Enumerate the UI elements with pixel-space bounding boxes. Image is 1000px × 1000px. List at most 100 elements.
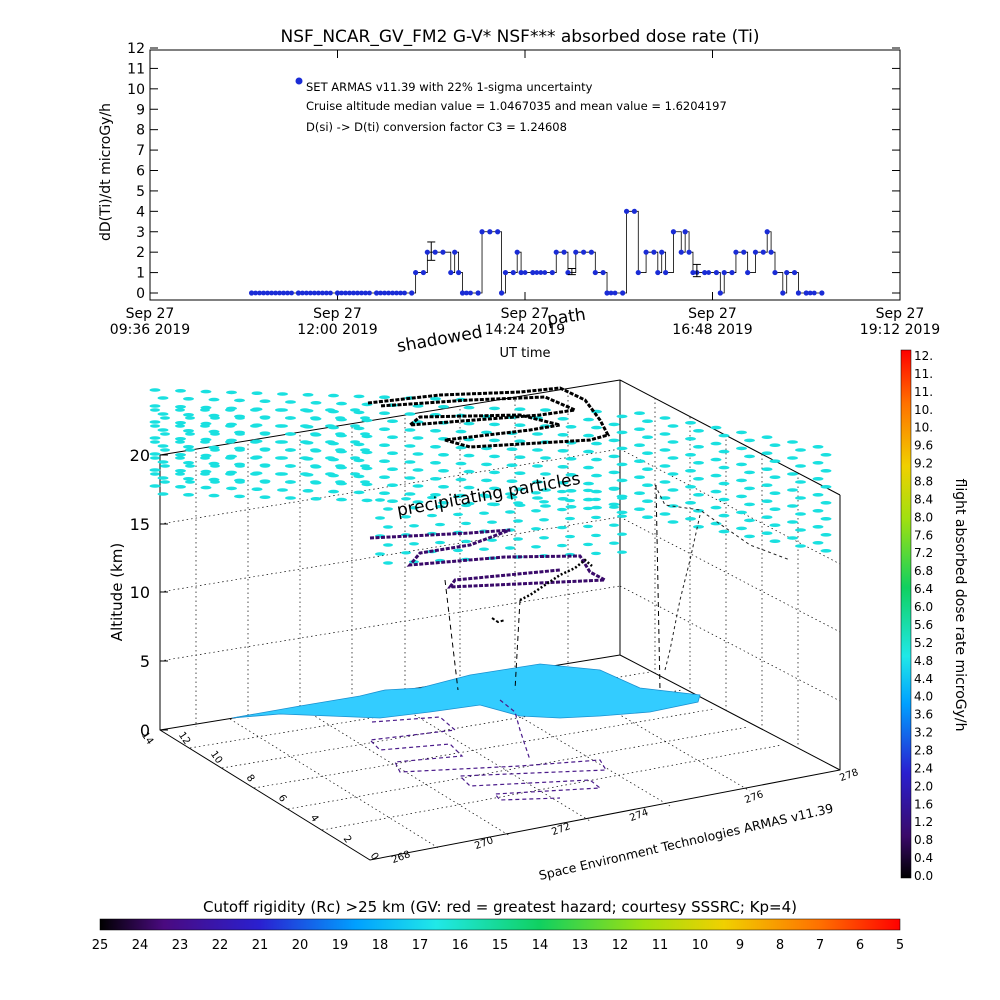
particle-dash <box>769 443 781 448</box>
data-point <box>612 290 618 296</box>
particle-dash <box>617 514 627 518</box>
particle-dash <box>404 460 416 464</box>
particle-dash <box>387 451 398 456</box>
particle-dash <box>404 444 416 448</box>
particle-dash <box>149 468 161 472</box>
particle-dash <box>744 534 755 539</box>
particle-dash <box>430 461 441 465</box>
particle-dash <box>744 486 755 491</box>
particle-dash <box>157 460 169 464</box>
particle-dash <box>769 507 781 512</box>
particle-dash <box>200 485 212 490</box>
data-point <box>655 269 661 276</box>
particle-dash <box>379 459 390 464</box>
ground-track <box>368 699 608 801</box>
particle-dash <box>175 456 185 460</box>
particle-dash <box>160 416 170 420</box>
particle-dash <box>401 515 411 519</box>
z-tick-label: 15 <box>130 515 150 534</box>
particle-dash <box>235 432 245 436</box>
x-tick-label-time: 09:36 2019 <box>110 322 190 338</box>
y-tick-label: 3 <box>136 225 145 241</box>
particle-dash <box>557 507 567 512</box>
particle-dash <box>285 432 295 436</box>
particle-dash <box>487 538 497 542</box>
particle-dash <box>583 497 594 502</box>
particle-dash <box>693 461 704 465</box>
particle-dash <box>250 440 260 444</box>
x-tick-label-time: 16:48 2019 <box>672 322 752 338</box>
particle-dash <box>583 433 594 438</box>
particle-dash <box>438 453 449 457</box>
right-colorbar: 12. 11. 11. 10. 10. 9.6 9.2 8.8 8.4 8.0 7.6 7.2 6.8 6… <box>900 349 968 883</box>
data-point <box>795 290 802 296</box>
particle-dash <box>787 536 798 540</box>
particle-dash <box>175 389 186 393</box>
particle-dash <box>160 480 170 484</box>
data-point <box>394 290 399 296</box>
particle-dash <box>812 477 824 481</box>
x-tick-label-date: Sep 27 <box>501 306 550 322</box>
particle-dash <box>761 467 773 472</box>
particle-dash <box>761 435 773 440</box>
data-point <box>363 290 368 296</box>
particle-dash <box>744 438 755 443</box>
particle-dash <box>435 540 445 545</box>
particle-dash <box>812 493 824 497</box>
particle-dash <box>685 517 696 521</box>
lat-tick-label: 4 <box>308 813 321 825</box>
particle-dash <box>350 472 360 476</box>
particle-dash <box>200 440 210 444</box>
x-tick-label-time: 14:24 2019 <box>485 322 565 338</box>
data-point <box>359 290 364 296</box>
particle-dash <box>235 416 245 420</box>
particle-dash <box>744 470 755 475</box>
particle-dash <box>795 464 806 468</box>
particle-dash <box>761 499 773 504</box>
particle-dash <box>208 397 220 402</box>
particle-dash <box>812 525 824 529</box>
particle-dash <box>514 407 526 412</box>
particle-dash <box>149 484 161 488</box>
particle-dash <box>591 515 601 520</box>
particle-dash <box>175 472 185 476</box>
right-colorbar-tick-label: 0.4 <box>914 851 933 865</box>
particle-dash <box>642 483 653 488</box>
particle-dash <box>506 463 518 468</box>
particle-dash <box>479 547 489 551</box>
particle-dash <box>787 488 798 492</box>
particle-dash <box>310 497 322 501</box>
particle-dash <box>353 394 365 399</box>
particle-dash <box>532 496 543 500</box>
particle-dash <box>565 516 575 521</box>
data-point <box>670 229 677 235</box>
data-point <box>448 269 454 276</box>
data-point <box>351 290 356 296</box>
x-tick-label-date: Sep 27 <box>876 306 925 322</box>
bottom-colorbar-tick-label: 11 <box>652 938 669 953</box>
particle-dash <box>325 456 335 460</box>
data-point <box>386 290 391 296</box>
data-point <box>549 269 555 276</box>
particle-dash <box>795 448 806 452</box>
particle-dash <box>532 480 543 484</box>
particle-dash <box>438 501 449 505</box>
data-point <box>367 290 372 296</box>
particle-dash <box>667 456 679 460</box>
particle-dash <box>210 432 220 436</box>
particle-dash <box>260 464 270 468</box>
particle-dash <box>634 411 645 416</box>
particle-dash <box>335 448 345 452</box>
particle-dash <box>787 504 798 508</box>
particle-dash <box>150 456 160 460</box>
particle-dash <box>506 447 518 452</box>
particle-dash <box>583 488 593 493</box>
particle-dash <box>591 505 602 510</box>
data-point <box>623 208 630 214</box>
particle-dash <box>685 421 696 425</box>
particle-dash <box>489 438 500 443</box>
particle-dash <box>616 478 628 483</box>
particle-dash <box>616 430 628 435</box>
particle-dash <box>463 469 475 474</box>
particle-dash <box>736 478 747 483</box>
